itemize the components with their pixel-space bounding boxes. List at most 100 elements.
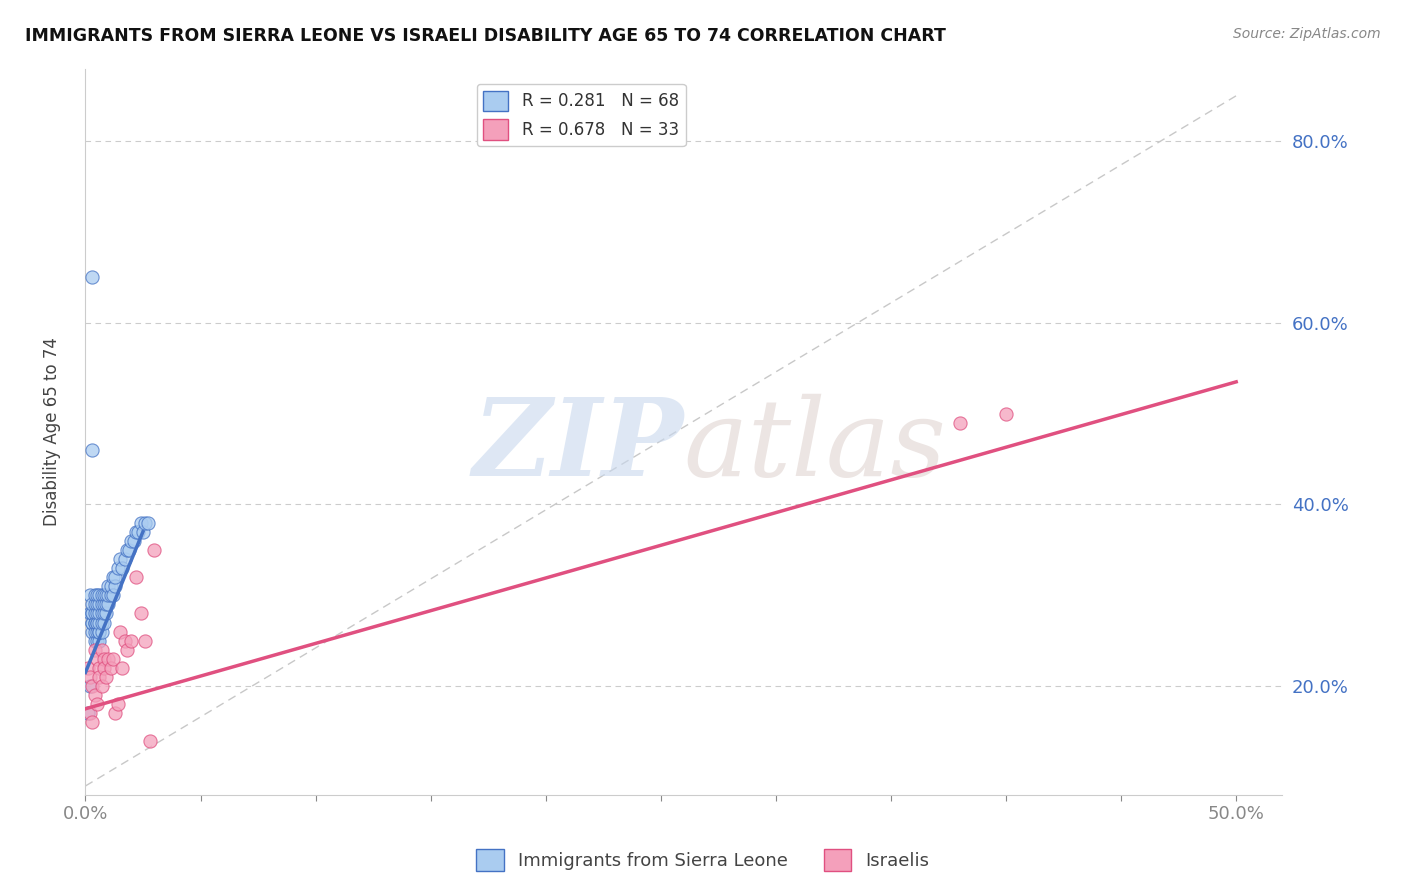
Point xyxy=(90,615,112,630)
Point xyxy=(90,624,112,639)
Point xyxy=(94,588,117,602)
Legend: Immigrants from Sierra Leone, Israelis: Immigrants from Sierra Leone, Israelis xyxy=(470,842,936,879)
Point xyxy=(97,588,120,602)
Point xyxy=(136,516,159,530)
Point xyxy=(139,733,162,747)
Point xyxy=(83,642,105,657)
Point xyxy=(107,698,129,712)
Point xyxy=(93,615,115,630)
Point xyxy=(86,652,108,666)
Point xyxy=(93,661,115,675)
Point xyxy=(134,516,156,530)
Point xyxy=(89,598,111,612)
Point xyxy=(89,588,111,602)
Point xyxy=(86,607,108,621)
Point xyxy=(97,652,120,666)
Point xyxy=(82,715,104,730)
Point xyxy=(86,588,108,602)
Point xyxy=(114,552,136,566)
Legend: R = 0.281   N = 68, R = 0.678   N = 33: R = 0.281 N = 68, R = 0.678 N = 33 xyxy=(477,84,686,146)
Point xyxy=(111,561,134,575)
Point xyxy=(101,652,124,666)
Point xyxy=(107,561,129,575)
Point xyxy=(89,624,111,639)
Point xyxy=(104,570,127,584)
Point xyxy=(125,524,148,539)
Point xyxy=(129,516,152,530)
Point xyxy=(100,579,122,593)
Point xyxy=(94,670,117,684)
Y-axis label: Disability Age 65 to 74: Disability Age 65 to 74 xyxy=(44,337,60,526)
Point xyxy=(79,588,101,602)
Point xyxy=(97,598,120,612)
Point xyxy=(111,661,134,675)
Point xyxy=(94,598,117,612)
Point xyxy=(90,607,112,621)
Point xyxy=(82,442,104,457)
Point xyxy=(129,607,152,621)
Point xyxy=(83,615,105,630)
Point xyxy=(82,615,104,630)
Point xyxy=(83,624,105,639)
Point xyxy=(79,679,101,693)
Point xyxy=(89,615,111,630)
Point xyxy=(86,633,108,648)
Point xyxy=(86,624,108,639)
Point xyxy=(82,607,104,621)
Point xyxy=(83,607,105,621)
Point xyxy=(83,633,105,648)
Point xyxy=(100,588,122,602)
Point xyxy=(115,542,138,557)
Point xyxy=(122,533,145,548)
Point xyxy=(89,670,111,684)
Point xyxy=(83,615,105,630)
Point xyxy=(76,706,98,721)
Point xyxy=(90,588,112,602)
Point xyxy=(93,598,115,612)
Text: atlas: atlas xyxy=(683,393,946,499)
Point xyxy=(86,598,108,612)
Point xyxy=(94,607,117,621)
Point xyxy=(89,607,111,621)
Point xyxy=(114,633,136,648)
Point xyxy=(83,688,105,702)
Point xyxy=(83,598,105,612)
Point xyxy=(143,542,166,557)
Point xyxy=(89,633,111,648)
Point xyxy=(949,416,972,430)
Point xyxy=(118,542,141,557)
Point xyxy=(90,679,112,693)
Point xyxy=(90,598,112,612)
Text: IMMIGRANTS FROM SIERRA LEONE VS ISRAELI DISABILITY AGE 65 TO 74 CORRELATION CHAR: IMMIGRANTS FROM SIERRA LEONE VS ISRAELI … xyxy=(25,27,946,45)
Point xyxy=(100,661,122,675)
Point xyxy=(82,598,104,612)
Point xyxy=(89,624,111,639)
Point xyxy=(101,570,124,584)
Point xyxy=(93,588,115,602)
Point xyxy=(995,407,1018,421)
Point xyxy=(132,524,155,539)
Point xyxy=(115,642,138,657)
Point xyxy=(89,661,111,675)
Point xyxy=(134,633,156,648)
Point xyxy=(82,615,104,630)
Point xyxy=(82,607,104,621)
Point xyxy=(108,624,131,639)
Point xyxy=(79,607,101,621)
Point xyxy=(93,607,115,621)
Point xyxy=(79,670,101,684)
Point xyxy=(76,661,98,675)
Point xyxy=(82,679,104,693)
Point xyxy=(93,652,115,666)
Point xyxy=(101,588,124,602)
Point xyxy=(79,706,101,721)
Text: ZIP: ZIP xyxy=(472,393,683,500)
Point xyxy=(97,579,120,593)
Point xyxy=(82,270,104,285)
Point xyxy=(104,579,127,593)
Point xyxy=(125,570,148,584)
Point xyxy=(90,642,112,657)
Point xyxy=(108,552,131,566)
Text: Source: ZipAtlas.com: Source: ZipAtlas.com xyxy=(1233,27,1381,41)
Point xyxy=(82,624,104,639)
